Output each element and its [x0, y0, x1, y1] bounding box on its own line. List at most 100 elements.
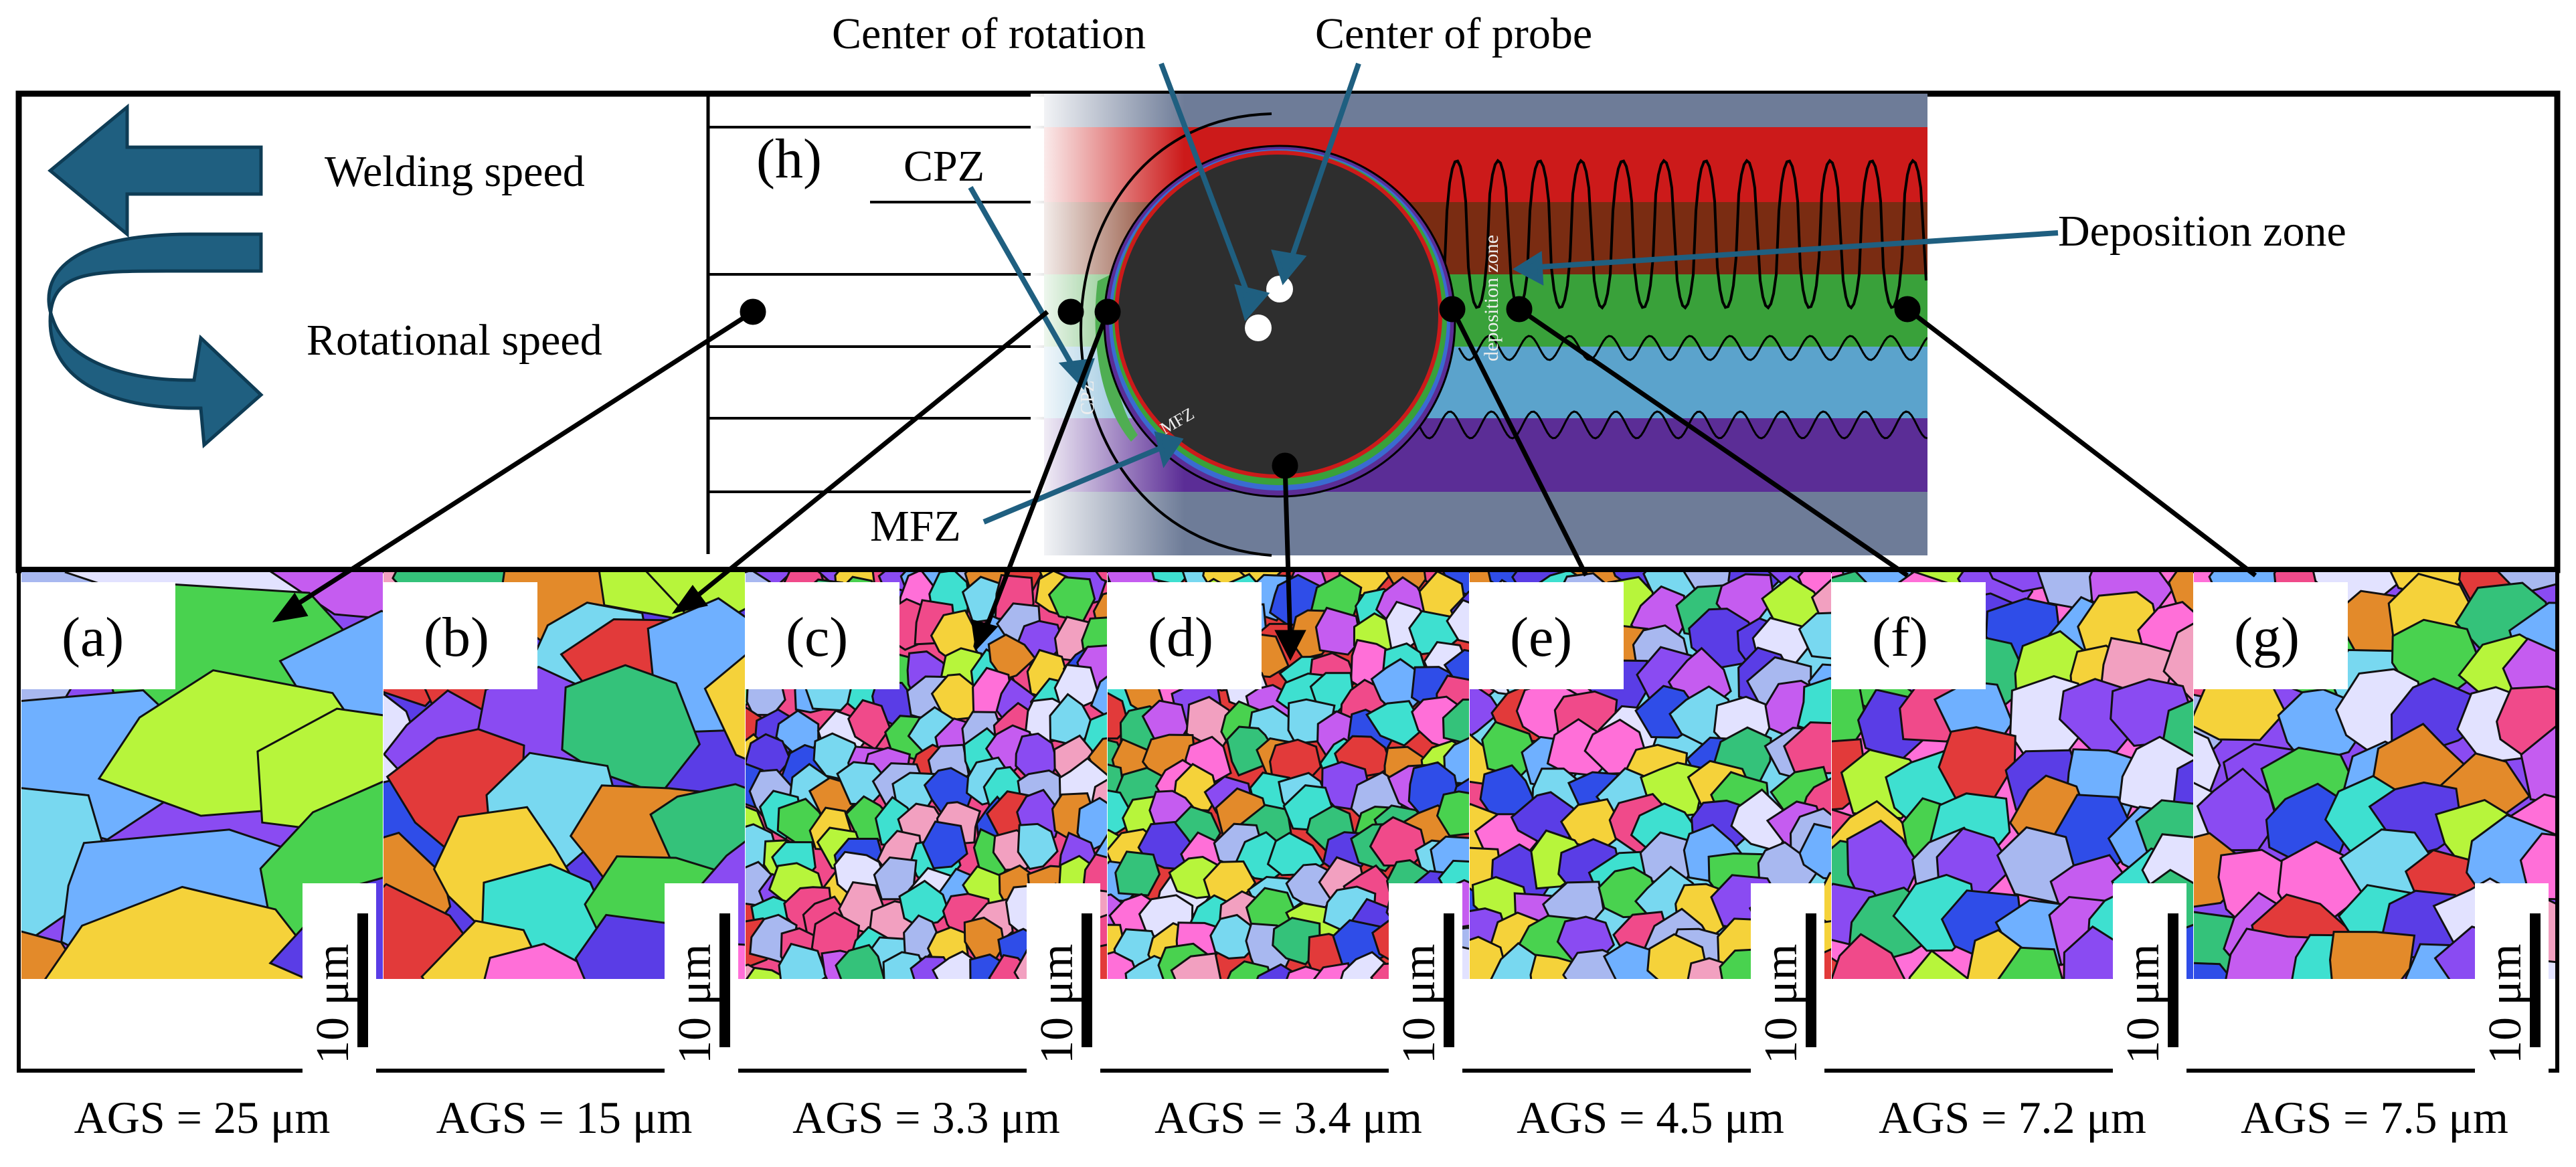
grain — [1017, 822, 1059, 871]
grain — [703, 654, 745, 760]
ags-label: AGS = 25 μm — [74, 1092, 331, 1143]
ebsd-panel-f: (f) 10 μm AGS = 7.2 μm — [1832, 572, 2193, 1143]
ags-label: AGS = 4.5 μm — [1517, 1092, 1784, 1143]
grain — [1365, 700, 1426, 747]
schematic-h-label: (h) — [756, 128, 822, 190]
grain — [1832, 933, 1906, 979]
grain — [2225, 927, 2314, 979]
rotational-speed-arrow-icon — [47, 232, 264, 449]
deposition-wave-green — [1458, 335, 1927, 361]
point-b-dot — [1057, 298, 1084, 325]
connector-lines — [272, 296, 2257, 661]
grain — [1997, 946, 2064, 979]
ags-label: AGS = 7.2 μm — [1879, 1092, 2146, 1143]
grain — [1436, 790, 1469, 837]
deposition-wave-blue — [1418, 410, 1927, 440]
grain — [1798, 822, 1831, 880]
scale-bar-label: 10 μm — [307, 944, 359, 1064]
ebsd-panel-e: (e) 10 μm AGS = 4.5 μm — [1470, 572, 1831, 1143]
scale-bar — [1806, 913, 1816, 1047]
grain — [1095, 572, 1107, 583]
panel-label-box — [746, 582, 899, 689]
grain — [1087, 737, 1107, 778]
grain — [930, 673, 984, 721]
grain — [1314, 606, 1362, 656]
point-c-dot — [1094, 298, 1121, 325]
gray-zone-top — [1044, 94, 1927, 127]
ags-label: AGS = 3.4 μm — [1154, 1092, 1422, 1143]
panel-label: (b) — [424, 606, 489, 668]
center-of-probe-dot — [1266, 276, 1293, 302]
ebsd-panel-d: (d) 10 μm AGS = 3.4 μm — [1108, 572, 1469, 1143]
grain — [2519, 832, 2555, 901]
grain — [1798, 612, 1831, 660]
grain — [2328, 930, 2416, 979]
ebsd-panel-g: (g) 10 μm AGS = 7.5 μm — [2194, 572, 2555, 1143]
scale-bar-label: 10 μm — [1031, 944, 1083, 1064]
gray-zone-bottom — [1044, 492, 1927, 555]
scale-bar-label: 10 μm — [1393, 944, 1445, 1064]
point-e-dot — [1439, 296, 1466, 323]
panel-label: (a) — [62, 606, 124, 668]
panel-label-box — [2194, 582, 2348, 689]
point-g-dot — [1894, 296, 1921, 323]
grain — [2497, 572, 2555, 596]
grain — [1114, 850, 1161, 897]
ags-label: AGS = 3.3 μm — [792, 1092, 1060, 1143]
welding-speed-arrow-icon — [48, 103, 263, 238]
grain — [1090, 675, 1107, 718]
panel-label: (c) — [786, 606, 848, 668]
panel-label-box — [1832, 582, 1986, 689]
panels: (a) 10 μm AGS = 25 μm (b) 10 μm AGS = 15 μm (c… — [21, 572, 2555, 1143]
ebsd-panel-a: (a) 10 μm AGS = 25 μm — [21, 572, 383, 1143]
grain — [2196, 767, 2279, 852]
welding-speed-label: Welding speed — [325, 147, 585, 196]
scale-bar — [2168, 913, 2178, 1047]
grain — [1908, 949, 1970, 979]
scale-bar-label: 10 μm — [2480, 944, 2531, 1064]
grain — [1446, 598, 1469, 644]
ags-label: AGS = 7.5 μm — [2241, 1092, 2508, 1143]
ags-label: AGS = 15 μm — [436, 1092, 693, 1143]
inner-text-deposition: deposition zone — [1480, 235, 1502, 361]
point-d-dot — [1272, 452, 1298, 479]
grain — [2520, 725, 2555, 804]
grain — [44, 885, 329, 979]
grain — [987, 633, 1037, 681]
scale-bar-label: 10 μm — [1755, 944, 1807, 1064]
scale-bar-label: 10 μm — [669, 944, 721, 1064]
panel-label-box — [21, 582, 175, 689]
panel-label-box — [1470, 582, 1624, 689]
grain — [1209, 913, 1260, 960]
panel-label-box — [1108, 582, 1262, 689]
scale-bar — [2530, 913, 2541, 1047]
grain — [2194, 962, 2233, 979]
panel-label: (d) — [1148, 606, 1213, 668]
cpz-label: CPZ — [904, 142, 984, 191]
grain — [1796, 677, 1831, 737]
scale-bar — [1082, 913, 1092, 1047]
ebsd-panel-b: (b) 10 μm AGS = 15 μm — [383, 572, 745, 1143]
panel-label: (e) — [1510, 606, 1572, 668]
panel-label: (g) — [2234, 606, 2300, 668]
point-f-dot — [1506, 296, 1533, 323]
scale-bar — [357, 913, 368, 1047]
grain — [1783, 721, 1831, 776]
panel-label-box — [383, 582, 537, 689]
grain — [2162, 622, 2193, 703]
scale-bar — [1444, 913, 1454, 1047]
ebsd-panel-c: (c) 10 μm AGS = 3.3 μm — [746, 572, 1107, 1143]
scale-bar — [719, 913, 730, 1047]
grain — [922, 820, 968, 870]
center-of-probe-label: Center of probe — [1315, 9, 1592, 58]
grain — [778, 942, 829, 979]
center-of-rotation-label: Center of rotation — [832, 9, 1146, 58]
grain — [835, 944, 885, 979]
deposition-zone-label: Deposition zone — [2058, 207, 2346, 256]
probe-halo-arc — [1080, 112, 1272, 557]
schematic-h: deposition zone CPZ MFZ (h) CPZ MFZ Depo… — [709, 94, 2346, 557]
annotation-arrows — [968, 62, 2059, 525]
scale-bar-label: 10 μm — [2118, 944, 2169, 1064]
panel-label: (f) — [1872, 606, 1928, 668]
